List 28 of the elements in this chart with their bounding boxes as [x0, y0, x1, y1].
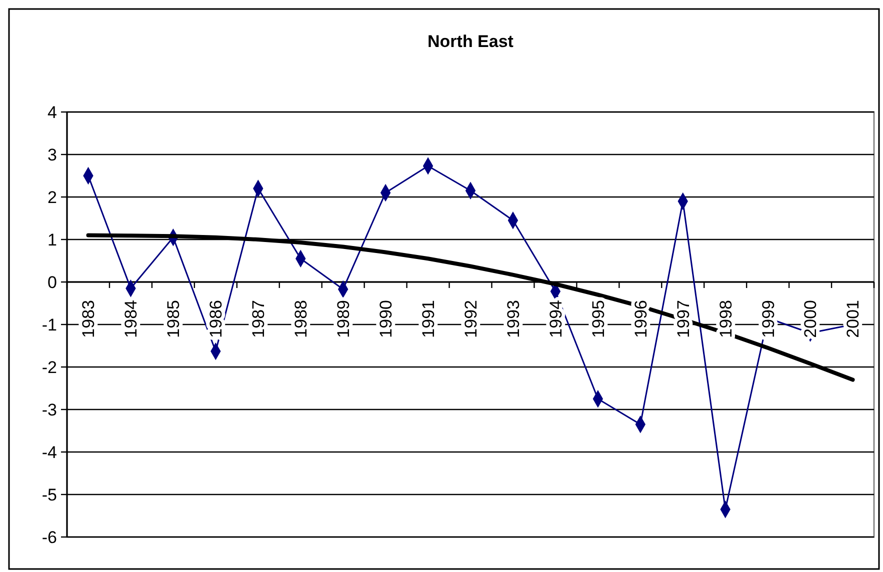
x-tick-label: 1994	[546, 300, 566, 338]
y-tick-label: -3	[42, 400, 57, 420]
x-tick-label: 1992	[461, 300, 480, 338]
x-tick-label: 1989	[334, 300, 354, 338]
x-tick-label: 1983	[79, 300, 98, 338]
x-tick-label: 1991	[418, 300, 438, 338]
x-tick-label: 1990	[376, 300, 396, 338]
x-tick-label: 1985	[164, 300, 184, 338]
y-tick-label: -6	[42, 528, 57, 547]
x-tick-label: 2001	[844, 300, 863, 338]
x-tick-label: 1987	[249, 300, 268, 338]
y-tick-label: -4	[42, 442, 57, 462]
x-tick-label: 1986	[206, 300, 226, 338]
x-tick-label: 1984	[122, 300, 141, 338]
x-tick-label: 1988	[292, 300, 311, 338]
y-tick-label: 2	[48, 188, 57, 207]
y-tick-label: -5	[42, 485, 57, 504]
y-tick-label: 0	[48, 272, 57, 292]
y-tick-label: 4	[48, 102, 57, 122]
chart-title: North East	[428, 32, 514, 51]
y-tick-label: -1	[42, 315, 57, 334]
x-tick-label: 1999	[758, 300, 778, 338]
x-tick-label: 1993	[504, 300, 523, 338]
x-tick-label: 1995	[588, 300, 608, 338]
y-tick-label: -2	[42, 358, 57, 377]
x-tick-label: 2000	[801, 300, 820, 338]
y-tick-label: 3	[48, 145, 57, 164]
y-tick-label: 1	[48, 230, 57, 250]
